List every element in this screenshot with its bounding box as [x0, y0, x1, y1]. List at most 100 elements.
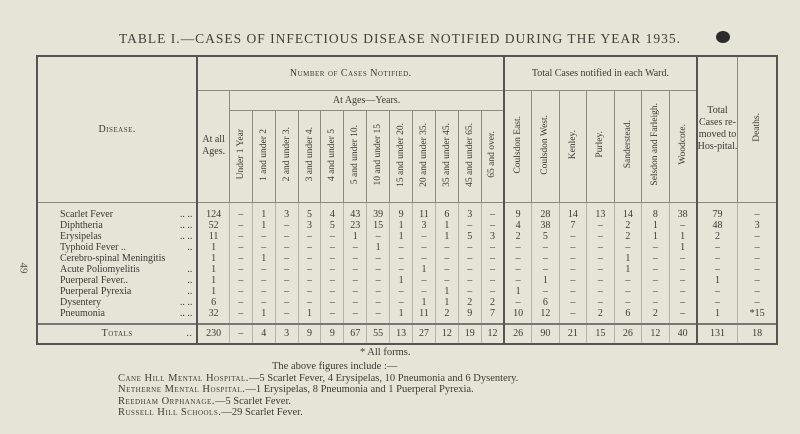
cell-age: 2 [457, 296, 482, 308]
total-age: 3 [274, 322, 299, 344]
cell-age: 7 [480, 307, 505, 324]
cell-all-ages: 1 [196, 263, 230, 275]
cell-ward: – [586, 219, 615, 231]
cell-age: – [480, 252, 505, 264]
table-row: Puerperal Fever.... 1– – – – – – –1– – – – –1– – – – –1… [35, 274, 779, 286]
cell-hospital: 2 [695, 230, 738, 242]
cell-ward: – [668, 307, 697, 324]
cell-age: – [320, 230, 344, 242]
cell-age: 1 [389, 307, 413, 324]
cell-age: – [320, 307, 344, 324]
cell-ward: – [503, 274, 532, 286]
cell-age: – [228, 285, 253, 297]
cell-ward: 1 [641, 219, 670, 231]
cell-ward: 1 [668, 241, 697, 253]
cell-age: – [343, 274, 367, 286]
cell-age: – [274, 307, 299, 324]
total-age: 27 [412, 322, 436, 344]
disease-name: Diphtheria.. .. [35, 219, 199, 231]
cell-deaths: – [737, 252, 779, 264]
header-age-15-20: 15 and under 20. [389, 109, 414, 203]
cell-age: – [412, 285, 436, 297]
cell-deaths: – [737, 241, 779, 253]
cell-age: – [274, 252, 299, 264]
cell-deaths: – [737, 296, 779, 308]
header-disease: Disease. [35, 55, 199, 203]
cell-ward: 6 [531, 296, 560, 308]
cell-age: – [457, 252, 482, 264]
cell-all-ages: 32 [196, 307, 230, 324]
header-age-45-65: 45 and under 65. [457, 109, 482, 203]
disease-name: Puerperal Fever.... [35, 274, 199, 286]
table-title: TABLE I.—CASES OF INFECTIOUS DISEASE NOT… [118, 31, 682, 46]
page-number: 49 [17, 262, 30, 274]
cell-age: 1 [343, 230, 367, 242]
table-row: Dysentery.. .. 6– – – – – – – –1 1 2 2–6– – – – – – – [35, 296, 779, 308]
cell-deaths: – [737, 230, 779, 242]
cell-all-ages: 6 [196, 296, 230, 308]
total-ward: 21 [558, 322, 587, 344]
cell-ward: – [531, 263, 560, 275]
cell-ward: – [558, 252, 587, 264]
note-item: Reedham Orphanage.—5 Scarlet Fever. [118, 395, 292, 407]
cell-age: 43 [343, 202, 367, 220]
cell-age: 1 [251, 219, 276, 231]
cell-age: – [434, 252, 459, 264]
total-ward: 90 [531, 322, 560, 344]
cell-age: – [389, 241, 413, 253]
cell-age: – [434, 241, 459, 253]
total-age: 13 [389, 322, 413, 344]
totals-row: Totals.. 230–4 3 9 9 67 55 13 27 12 19 12 26 90 21 15 26… [35, 322, 779, 344]
cell-age: 1 [434, 285, 459, 297]
cell-age: – [343, 263, 367, 275]
cell-age: – [366, 296, 390, 308]
cell-ward: – [558, 274, 587, 286]
cell-hospital: 48 [695, 219, 738, 231]
cell-ward: 14 [558, 202, 587, 220]
cell-age: – [434, 263, 459, 275]
cell-ward: 28 [531, 202, 560, 220]
cell-ward: – [641, 274, 670, 286]
total-age: 4 [251, 322, 276, 344]
cell-age: 11 [412, 202, 436, 220]
cell-age: – [343, 252, 367, 264]
disease-name: Acute Poliomyelitis.. [35, 263, 199, 275]
cell-age: – [228, 263, 253, 275]
cell-age: – [480, 285, 505, 297]
note-item: Netherne Mental Hospital.—1 Erysipelas, … [118, 384, 474, 395]
cell-age: – [228, 219, 253, 231]
header-age-3-4: 3 and under 4. [297, 109, 322, 203]
cell-ward: – [668, 285, 697, 297]
cell-ward: – [613, 274, 642, 286]
cell-age: – [251, 241, 276, 253]
cell-age: – [228, 252, 253, 264]
header-age-2-3: 2 and under 3. [274, 109, 299, 203]
header-deaths: Deaths. [737, 55, 779, 203]
cell-ward: – [641, 241, 670, 253]
notes-intro: The above figures include :— [272, 361, 398, 372]
total-age: 12 [434, 322, 459, 344]
cell-age: – [480, 219, 505, 231]
total-ward: 26 [613, 322, 642, 344]
cell-age: 1 [412, 296, 436, 308]
header-removed-to-hospital: Total Cases re-moved to Hos-pital. [695, 55, 739, 203]
cell-age: 5 [297, 202, 321, 220]
cell-ward: 1 [613, 252, 642, 264]
cell-age: 1 [251, 202, 276, 220]
cell-ward: 10 [503, 307, 532, 324]
cell-age: 23 [343, 219, 367, 231]
cell-ward: – [558, 263, 587, 275]
cell-age: – [274, 230, 299, 242]
cell-age: – [320, 263, 344, 275]
cell-ward: – [586, 263, 615, 275]
header-age-10-15: 10 and under 15 [366, 109, 391, 203]
cell-age: – [320, 274, 344, 286]
cell-age: – [366, 307, 390, 324]
cell-ward: – [558, 230, 587, 242]
cell-ward: 2 [613, 219, 642, 231]
infectious-disease-table: Disease. Number of Cases Notified. Total… [35, 55, 779, 345]
header-ward-woodcote: Woodcote. [668, 89, 698, 203]
cell-age: 3 [412, 219, 436, 231]
cell-age: 2 [480, 296, 505, 308]
cell-age: – [412, 241, 436, 253]
